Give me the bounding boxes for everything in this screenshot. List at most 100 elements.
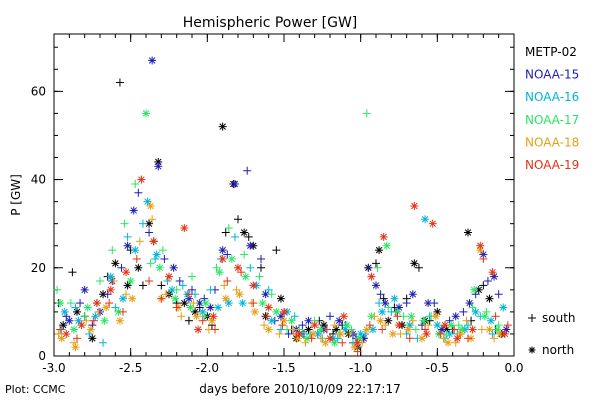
- point-north: [73, 307, 81, 316]
- point-south: [479, 254, 488, 263]
- point-south: [188, 272, 196, 281]
- point-south: [198, 316, 207, 325]
- point-south: [120, 219, 129, 228]
- point-north: [485, 325, 494, 334]
- point-north: [165, 272, 173, 281]
- point-south: [370, 312, 379, 321]
- point-south: [89, 316, 98, 325]
- point-north: [249, 281, 258, 290]
- point-north: [215, 268, 224, 277]
- point-south: [138, 281, 147, 290]
- point-south: [211, 325, 219, 334]
- point-north: [388, 329, 397, 338]
- point-south: [237, 268, 246, 277]
- point-north: [114, 307, 123, 316]
- point-north: [209, 312, 218, 321]
- point-north: [381, 299, 390, 308]
- point-north: [444, 338, 453, 347]
- point-north: [367, 272, 376, 281]
- point-north: [395, 321, 403, 330]
- point-south: [232, 285, 241, 294]
- point-south: [244, 232, 253, 241]
- point-south: [56, 325, 65, 334]
- point-north: [390, 294, 399, 303]
- y-axis-label: P [GW]: [9, 174, 23, 216]
- point-south: [206, 285, 215, 294]
- point-north: [62, 329, 71, 338]
- point-south: [220, 281, 229, 290]
- point-south: [234, 215, 242, 224]
- point-north: [372, 281, 380, 290]
- point-north: [143, 197, 152, 206]
- point-north: [382, 241, 391, 250]
- point-south: [99, 338, 108, 347]
- point-north: [106, 272, 115, 281]
- point-north: [276, 294, 285, 303]
- point-south: [148, 215, 157, 224]
- y-tick-label: 20: [31, 261, 46, 275]
- legend-entry: NOAA-18: [525, 135, 579, 149]
- point-south: [96, 277, 104, 286]
- point-south: [257, 254, 265, 263]
- point-north: [353, 338, 362, 347]
- point-north: [246, 241, 255, 250]
- legend: METP-02 NOAA-15 NOAA-16 NOAA-17 NOAA-18 NOAA-…: [525, 45, 579, 357]
- point-south: [200, 312, 209, 321]
- point-north: [424, 299, 433, 308]
- point-north: [65, 316, 74, 325]
- point-south: [464, 334, 472, 343]
- point-south: [230, 232, 239, 241]
- point-north: [272, 307, 281, 316]
- point-south: [289, 325, 298, 334]
- point-north: [201, 299, 210, 308]
- point-north: [99, 290, 108, 299]
- point-north: [218, 254, 227, 263]
- point-south: [132, 254, 141, 263]
- point-north: [470, 285, 479, 294]
- point-north: [155, 263, 164, 272]
- y-tick-label: 60: [31, 84, 46, 98]
- point-north: [169, 263, 178, 272]
- point-south: [73, 334, 81, 343]
- point-north: [142, 109, 150, 118]
- point-north: [59, 321, 68, 330]
- point-south: [255, 272, 264, 281]
- legend-north-symbol: [528, 346, 536, 354]
- point-south: [135, 237, 144, 246]
- point-south: [375, 299, 384, 308]
- point-north: [224, 299, 233, 308]
- point-south: [468, 303, 477, 312]
- point-north: [407, 312, 416, 321]
- point-north: [180, 224, 189, 233]
- point-south: [373, 263, 382, 272]
- point-south: [123, 232, 132, 241]
- x-tick-label: -2.0: [196, 361, 219, 375]
- point-north: [456, 329, 465, 338]
- point-south: [111, 303, 120, 312]
- point-south: [384, 303, 393, 312]
- point-north: [56, 299, 65, 308]
- point-south: [108, 246, 117, 255]
- point-south: [109, 277, 118, 286]
- point-north: [404, 325, 413, 334]
- point-south: [290, 312, 299, 321]
- point-south: [316, 334, 325, 343]
- point-north: [194, 325, 203, 334]
- point-north: [468, 325, 477, 334]
- x-axis-label: days before 2010/10/09 22:17:17: [199, 382, 400, 396]
- point-south: [53, 285, 62, 294]
- point-north: [131, 246, 140, 255]
- point-north: [310, 321, 319, 330]
- data-points: [53, 56, 512, 356]
- point-south: [338, 338, 347, 347]
- point-north: [264, 325, 273, 334]
- point-north: [80, 285, 89, 294]
- point-south: [80, 312, 89, 321]
- point-south: [122, 290, 131, 299]
- point-north: [280, 307, 288, 316]
- point-north: [134, 263, 143, 272]
- point-south: [243, 166, 252, 175]
- point-south: [347, 325, 356, 334]
- point-north: [92, 299, 101, 308]
